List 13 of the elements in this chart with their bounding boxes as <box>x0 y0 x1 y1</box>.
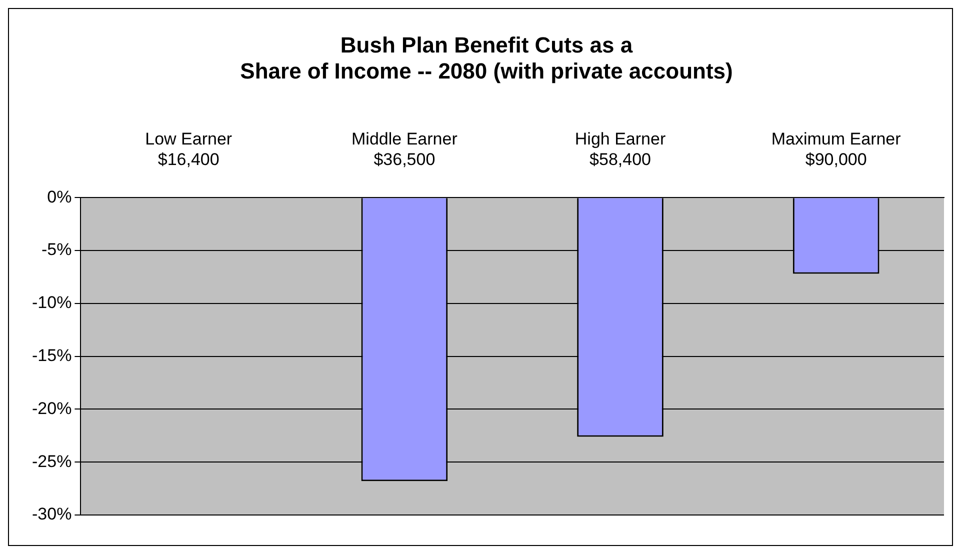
y-tick-label: 0% <box>47 187 72 206</box>
y-tick-label: -15% <box>32 346 72 365</box>
x-tick-label: Middle Earner $36,500 <box>352 130 458 170</box>
text: Bush Plan Benefit Cuts as a <box>340 32 633 58</box>
x-tick-label: High Earner $58,400 <box>574 130 666 170</box>
y-tick-label: -10% <box>32 293 72 312</box>
y-tick-label: -5% <box>41 240 72 260</box>
x-tick-label: Maximum Earner $90,000 <box>771 130 902 170</box>
y-tick-label: -25% <box>32 452 72 471</box>
y-tick-label: -20% <box>32 398 72 418</box>
y-tick-label: -30% <box>32 504 72 524</box>
x-tick-label: Low Earner $16,400 <box>145 130 232 170</box>
text: Share of Income -- 2080 (with private accounts) <box>240 58 733 84</box>
